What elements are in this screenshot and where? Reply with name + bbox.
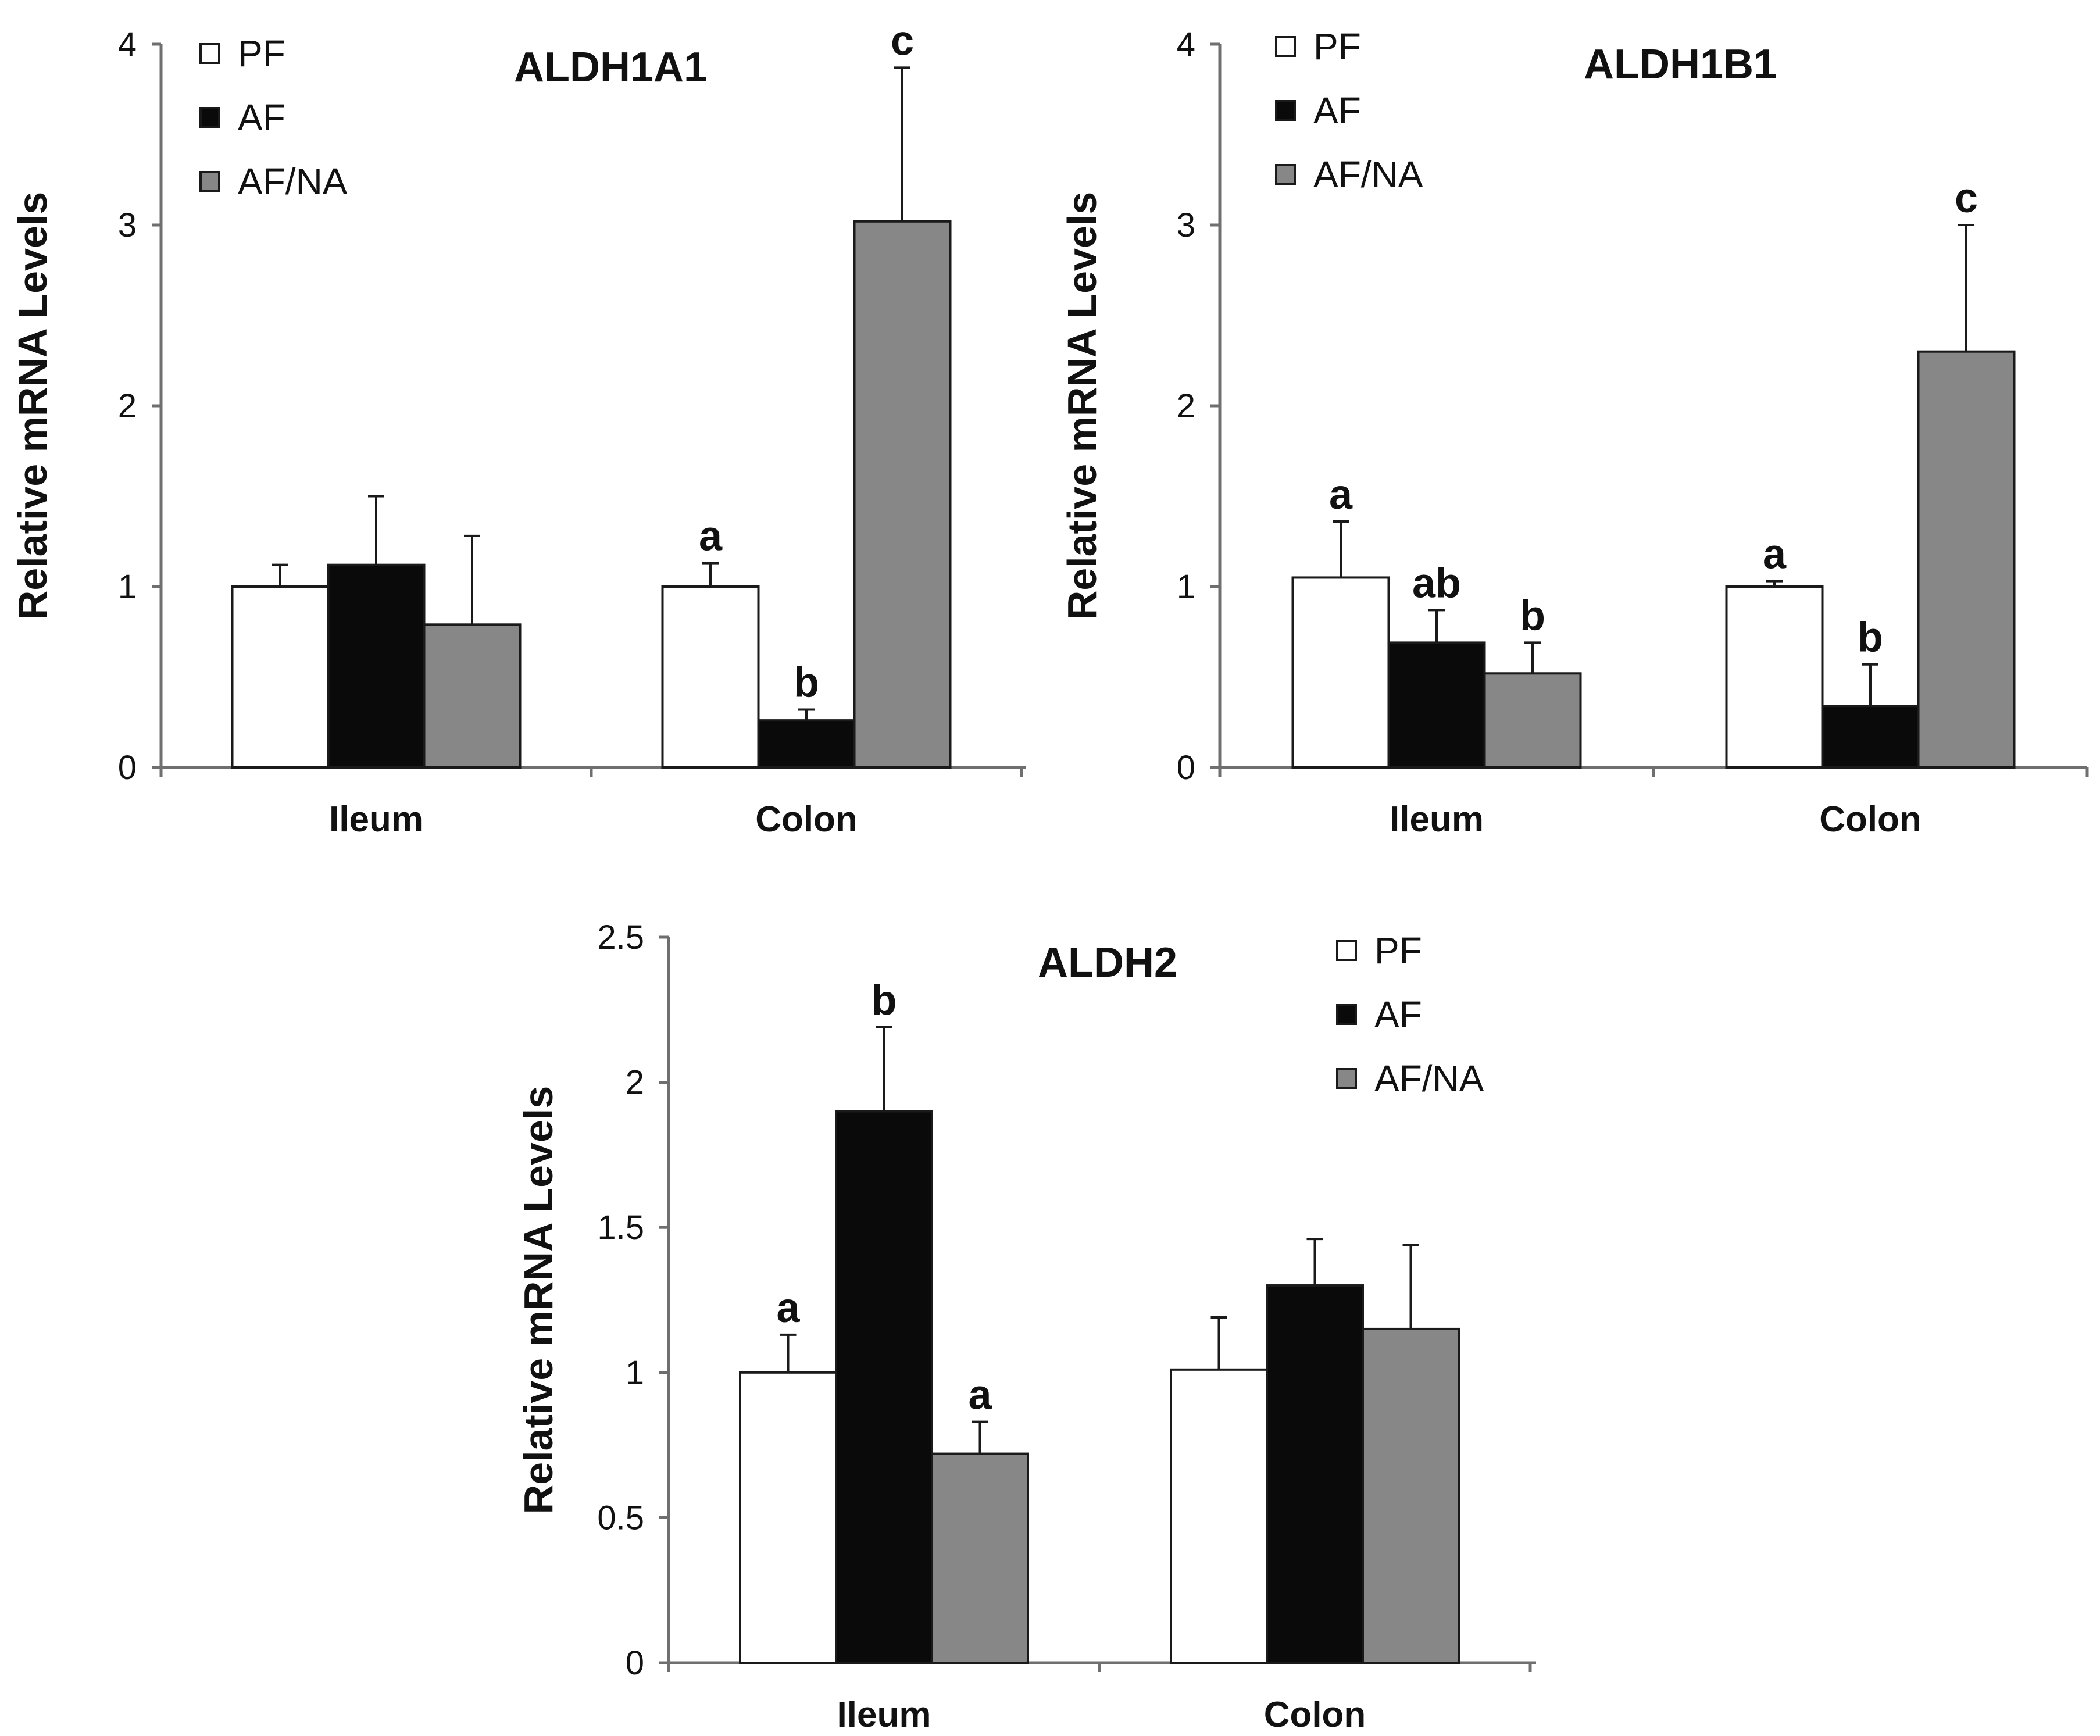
significance-label: b	[794, 659, 819, 706]
significance-label: ab	[1412, 560, 1461, 606]
x-category-label: Ileum	[329, 799, 423, 840]
y-tick-label: 3	[1177, 206, 1195, 244]
bar-af-colon	[1821, 705, 1920, 769]
bar-af-ileum	[835, 1110, 933, 1664]
y-tick-label: 1	[626, 1354, 644, 1392]
bar-af-na-colon	[1362, 1327, 1460, 1664]
legend: PF AF AF/NA	[1275, 26, 1423, 195]
y-tick-label: 0.5	[597, 1499, 644, 1537]
legend-swatch-pf	[1336, 940, 1357, 961]
bar-pf-ileum	[231, 585, 330, 769]
bar-af-na-colon	[853, 220, 952, 769]
chart-title: ALDH2	[1038, 940, 1177, 986]
significance-label: a	[1329, 471, 1353, 518]
bar-pf-ileum	[739, 1371, 837, 1664]
legend-swatch-af-na	[1336, 1068, 1357, 1089]
bar-af-ileum	[327, 563, 426, 769]
y-tick-label: 2	[118, 387, 137, 425]
y-tick-label: 2	[1177, 387, 1195, 425]
y-tick-label: 1	[1177, 568, 1195, 606]
legend-label: PF	[238, 33, 285, 74]
legend-swatch-af	[1336, 1004, 1357, 1025]
significance-label: b	[1858, 615, 1883, 661]
legend-label: AF	[238, 97, 285, 138]
significance-label: c	[1955, 175, 1978, 222]
y-axis-label: Relative mRNA Levels	[1059, 192, 1105, 620]
significance-label: a	[699, 513, 723, 560]
legend-label: AF	[1313, 90, 1361, 131]
y-tick-label: 3	[118, 206, 137, 244]
significance-label: c	[891, 17, 914, 64]
legend: PF AF AF/NA	[199, 33, 348, 202]
bar-pf-ileum	[1291, 576, 1390, 769]
chart-panel-aldh2: 0 0.5 1 1.5 2 2.5 Ileum Colon a b a ALDH2 Relative m…	[516, 919, 1536, 1735]
significance-label: b	[1520, 592, 1545, 639]
legend-swatch-pf	[1275, 36, 1296, 57]
y-tick-label: 4	[118, 26, 137, 63]
y-tick-label: 2.5	[597, 919, 644, 956]
x-category-label: Ileum	[1390, 799, 1484, 840]
significance-label: a	[1763, 531, 1787, 578]
y-axis-label: Relative mRNA Levels	[10, 192, 55, 620]
x-category-label: Colon	[1264, 1695, 1366, 1735]
y-tick-label: 4	[1177, 26, 1195, 63]
legend-swatch-pf	[199, 43, 220, 64]
chart-title: ALDH1B1	[1584, 41, 1777, 88]
legend-label: PF	[1313, 26, 1361, 67]
y-tick-label: 0	[1177, 749, 1195, 787]
x-category-label: Colon	[755, 799, 858, 840]
legend-label: AF/NA	[1313, 153, 1423, 195]
y-axis-label: Relative mRNA Levels	[516, 1086, 561, 1514]
x-category-label: Ileum	[837, 1695, 931, 1735]
y-tick-label: 0	[626, 1644, 644, 1682]
bar-af-colon	[757, 719, 856, 769]
bar-af-colon	[1266, 1284, 1364, 1664]
legend-label: AF/NA	[238, 160, 348, 202]
bar-af-ileum	[1387, 641, 1486, 769]
x-category-label: Colon	[1819, 799, 1922, 840]
legend-label: PF	[1374, 930, 1422, 971]
bar-pf-colon	[1725, 585, 1824, 769]
y-tick-label: 1.5	[597, 1209, 644, 1246]
legend-swatch-af	[199, 107, 220, 128]
legend-label: AF	[1374, 994, 1422, 1035]
significance-label: a	[776, 1285, 800, 1331]
bar-pf-colon	[1170, 1368, 1268, 1664]
legend-swatch-af-na	[1275, 164, 1296, 185]
legend-swatch-af-na	[199, 171, 220, 192]
legend: PF AF AF/NA	[1336, 930, 1484, 1099]
y-tick-label: 2	[626, 1064, 644, 1102]
chart-title: ALDH1A1	[514, 44, 707, 91]
bar-af-na-ileum	[423, 623, 522, 769]
significance-label: b	[872, 977, 897, 1024]
bar-af-na-ileum	[931, 1452, 1029, 1664]
bar-af-na-colon	[1917, 350, 2016, 769]
bar-af-na-ileum	[1483, 672, 1582, 769]
chart-panel-aldh1a1: 0 1 2 3 4 Ileum Colon a b c ALDH1A1 Relative mRNA L…	[10, 17, 1026, 840]
y-tick-label: 1	[118, 568, 137, 606]
legend-label: AF/NA	[1374, 1058, 1484, 1099]
y-tick-label: 0	[118, 749, 137, 787]
legend-swatch-af	[1275, 100, 1296, 121]
significance-label: a	[968, 1372, 992, 1419]
bar-pf-colon	[661, 585, 760, 769]
